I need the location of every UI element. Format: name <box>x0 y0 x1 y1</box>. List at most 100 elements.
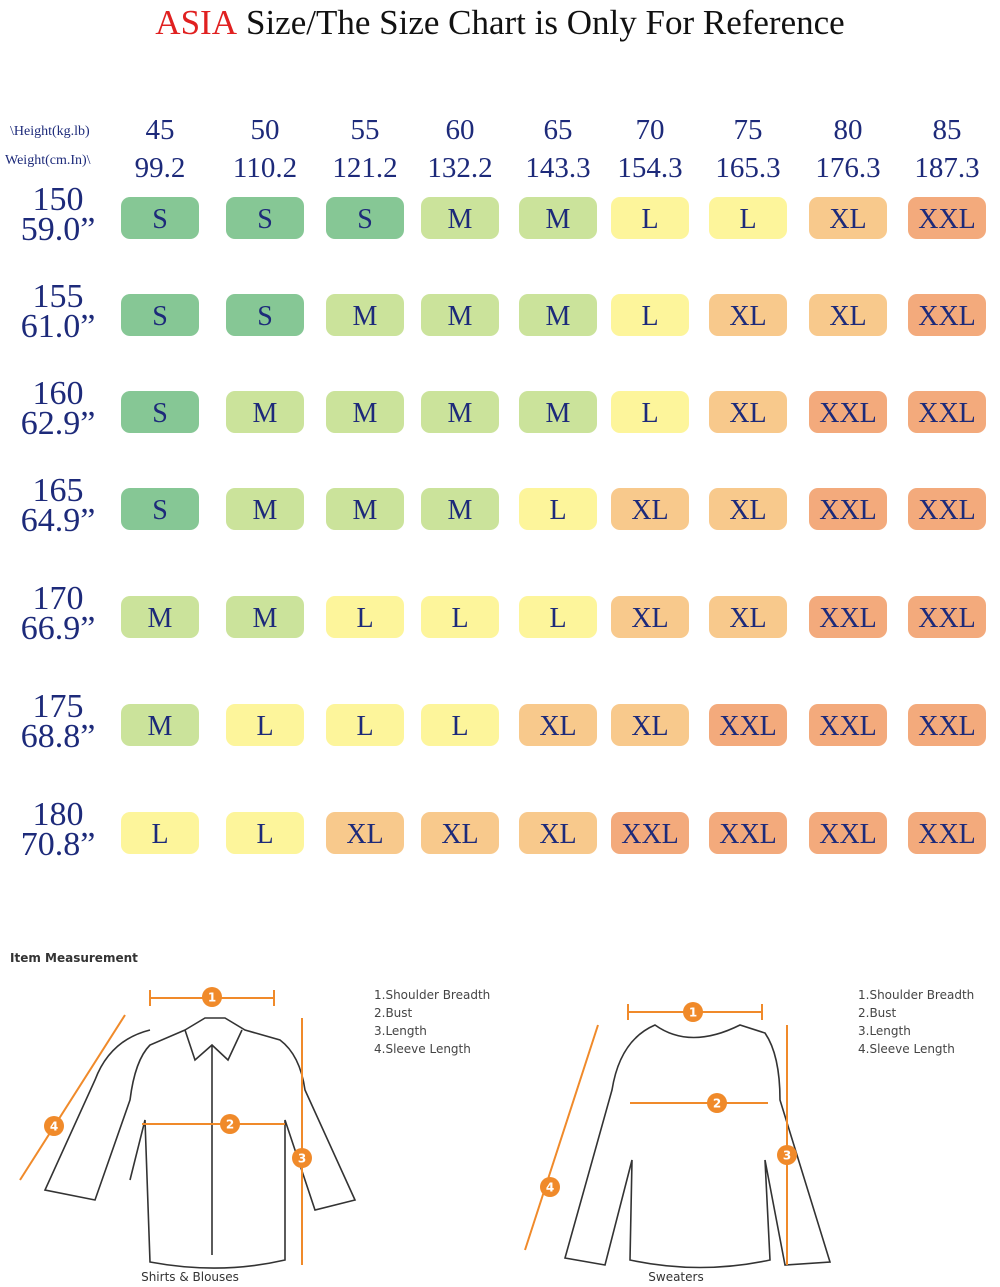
size-label: XXL <box>621 819 679 850</box>
row-cm: 155 <box>33 278 84 315</box>
shirt-drawing <box>19 990 357 1269</box>
size-label: L <box>356 603 373 634</box>
size-cell <box>421 812 499 854</box>
size-label: XXL <box>819 819 877 850</box>
size-label: L <box>641 301 658 332</box>
size-label: M <box>448 495 473 526</box>
marker-dot <box>777 1145 797 1165</box>
size-cell <box>611 596 689 638</box>
marker-number: 2 <box>713 1097 721 1111</box>
size-label: L <box>451 711 468 742</box>
size-label: XL <box>631 495 668 526</box>
measurement-labels: 1.Shoulder Breadth 2.Bust 3.Length 4.Sleeve… <box>44 987 974 1284</box>
diagram-caption: Shirts & Blouses <box>141 1270 239 1284</box>
size-cell <box>611 391 689 433</box>
size-label: XXL <box>719 819 777 850</box>
size-cell <box>121 596 199 638</box>
size-cell <box>121 704 199 746</box>
size-cell <box>809 488 887 530</box>
size-label: S <box>152 204 168 235</box>
size-label: XL <box>829 301 866 332</box>
size-cell <box>326 294 404 336</box>
size-cell <box>809 812 887 854</box>
size-cell <box>519 197 597 239</box>
size-label: S <box>357 204 373 235</box>
size-label: XL <box>729 495 766 526</box>
marker-number: 4 <box>546 1181 554 1195</box>
col-kg: 50 <box>251 114 280 146</box>
col-kg: 85 <box>933 114 962 146</box>
diagram-caption: Sweaters <box>648 1270 703 1284</box>
size-cell <box>226 812 304 854</box>
col-lb: 132.2 <box>427 152 492 184</box>
corner-label: Weight(cm.In)\ <box>5 153 91 168</box>
size-label: XXL <box>918 398 976 429</box>
size-cell <box>809 704 887 746</box>
row-cm: 175 <box>33 688 84 725</box>
marker-number: 3 <box>298 1152 306 1166</box>
size-cell <box>809 294 887 336</box>
size-cell <box>326 488 404 530</box>
size-label: L <box>151 819 168 850</box>
size-label: M <box>148 711 173 742</box>
size-cell <box>326 391 404 433</box>
size-cell <box>709 704 787 746</box>
size-label: M <box>448 301 473 332</box>
size-cell <box>809 391 887 433</box>
row-cm: 170 <box>33 580 84 617</box>
size-label: XL <box>829 204 866 235</box>
size-cell <box>519 391 597 433</box>
row-in: 64.9” <box>21 502 96 539</box>
size-cell <box>908 704 986 746</box>
col-lb: 99.2 <box>135 152 186 184</box>
size-cell <box>709 596 787 638</box>
size-label: S <box>257 204 273 235</box>
col-kg: 60 <box>446 114 475 146</box>
col-lb: 121.2 <box>332 152 397 184</box>
size-cell <box>519 488 597 530</box>
row-in: 59.0” <box>21 211 96 248</box>
size-label: M <box>353 301 378 332</box>
size-cell <box>326 704 404 746</box>
size-cell <box>908 812 986 854</box>
size-table: \Height(kg.lb) Weight(cm.In)\ 45 99.2 50 110.… <box>5 114 986 863</box>
size-label: M <box>253 398 278 429</box>
size-cell <box>519 596 597 638</box>
size-cell <box>121 812 199 854</box>
size-cell <box>226 704 304 746</box>
marker-dot <box>292 1148 312 1168</box>
legend-item: 4.Sleeve Length <box>858 1042 955 1056</box>
size-label: XL <box>539 819 576 850</box>
size-cell <box>226 294 304 336</box>
size-label: XXL <box>918 301 976 332</box>
size-label: M <box>448 204 473 235</box>
size-cell <box>121 391 199 433</box>
size-cell <box>908 294 986 336</box>
size-label: XL <box>441 819 478 850</box>
size-cell <box>611 704 689 746</box>
size-label: XXL <box>918 204 976 235</box>
col-lb: 165.3 <box>715 152 780 184</box>
size-label: XL <box>346 819 383 850</box>
col-lb: 143.3 <box>525 152 590 184</box>
size-label: XL <box>631 711 668 742</box>
marker-dot <box>220 1114 240 1134</box>
size-cell <box>421 294 499 336</box>
row-in: 68.8” <box>21 718 96 755</box>
marker-number: 1 <box>689 1006 697 1020</box>
size-cell <box>611 294 689 336</box>
size-label: XL <box>631 603 668 634</box>
sweater-drawing <box>524 1004 832 1269</box>
legend-item: 3.Length <box>858 1024 911 1038</box>
corner-label: \Height(kg.lb) <box>10 124 90 139</box>
size-cell <box>121 197 199 239</box>
size-label: XL <box>539 711 576 742</box>
size-label: XXL <box>918 603 976 634</box>
legend-item: 2.Bust <box>374 1006 413 1020</box>
legend-item: 4.Sleeve Length <box>374 1042 471 1056</box>
size-cell <box>226 197 304 239</box>
size-label: M <box>546 398 571 429</box>
row-cm: 160 <box>33 375 84 412</box>
col-kg: 55 <box>351 114 380 146</box>
